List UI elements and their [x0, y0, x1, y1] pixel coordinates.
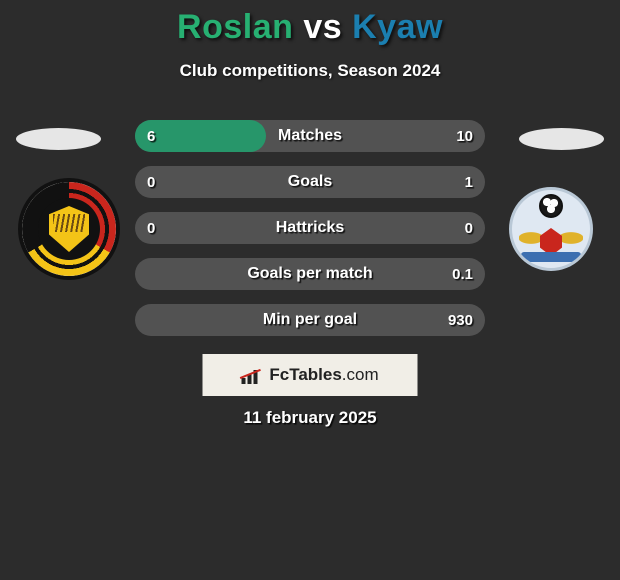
stat-label: Goals	[135, 166, 485, 198]
stats-list: 6Matches100Goals10Hattricks0Goals per ma…	[135, 120, 485, 350]
title-row: Roslan vs Kyaw	[0, 0, 620, 47]
date-text: 11 february 2025	[0, 408, 620, 428]
player2-name: Kyaw	[352, 8, 443, 46]
subtitle: Club competitions, Season 2024	[0, 61, 620, 81]
stat-label: Goals per match	[135, 258, 485, 290]
stat-label: Hattricks	[135, 212, 485, 244]
player1-name: Roslan	[177, 8, 293, 46]
stat-row: 6Matches10	[135, 120, 485, 152]
stat-row: 0Hattricks0	[135, 212, 485, 244]
brand-box[interactable]: FcTables.com	[203, 354, 418, 396]
page-title: Roslan vs Kyaw	[0, 8, 620, 47]
stat-row: Min per goal930	[135, 304, 485, 336]
stat-row: 0Goals1	[135, 166, 485, 198]
comparison-card: Roslan vs Kyaw Club competitions, Season…	[0, 0, 620, 81]
stat-right-value: 10	[444, 120, 485, 152]
vs-label: vs	[303, 8, 342, 46]
stat-label: Min per goal	[135, 304, 485, 336]
brand-suffix: .com	[342, 365, 379, 384]
team1-badge	[18, 178, 120, 280]
stat-right-value: 0	[453, 212, 485, 244]
stat-right-value: 930	[436, 304, 485, 336]
stat-row: Goals per match0.1	[135, 258, 485, 290]
stat-right-value: 1	[453, 166, 485, 198]
stat-right-value: 0.1	[440, 258, 485, 290]
team2-badge	[500, 178, 602, 280]
right-ellipse	[519, 128, 604, 150]
brand-chart-icon	[241, 366, 263, 384]
brand-text: FcTables.com	[269, 365, 378, 385]
left-ellipse	[16, 128, 101, 150]
brand-name: FcTables	[269, 365, 341, 384]
team1-crest-icon	[18, 178, 120, 280]
stat-label: Matches	[135, 120, 485, 152]
team2-crest-icon	[509, 187, 593, 271]
